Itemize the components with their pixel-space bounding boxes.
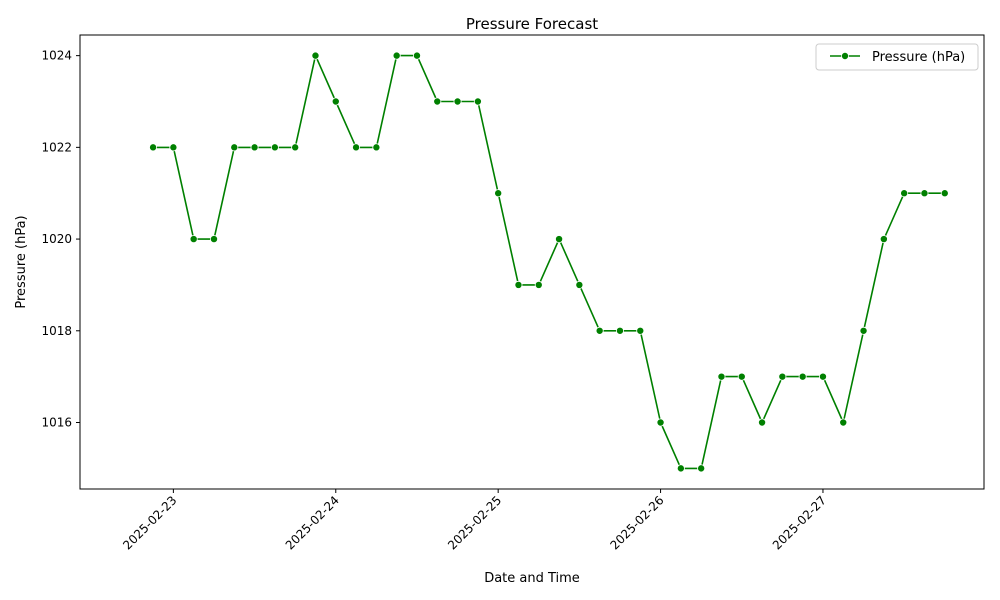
data-point (656, 418, 665, 427)
data-point (372, 143, 381, 152)
data-point (352, 143, 361, 152)
y-tick-label: 1020 (41, 232, 72, 246)
data-point (798, 372, 807, 381)
y-tick-label: 1024 (41, 49, 72, 63)
data-point (818, 372, 827, 381)
plot-frame (79, 34, 985, 490)
data-point (494, 189, 503, 198)
x-axis: 2025-02-23 2025-02-24 2025-02-25 2025-02-26… (120, 489, 829, 552)
data-point (839, 418, 848, 427)
data-point (697, 464, 706, 473)
data-point (149, 143, 158, 152)
data-point (920, 189, 929, 198)
data-point (636, 326, 645, 335)
chart-title: Pressure Forecast (466, 15, 598, 33)
x-tick-label: 2025-02-23 (120, 493, 179, 552)
data-point (453, 97, 462, 106)
data-point (940, 189, 949, 198)
data-point (189, 235, 198, 244)
y-tick-label: 1022 (41, 140, 72, 154)
series-layer (149, 51, 949, 473)
series-line (153, 54, 945, 470)
data-point (311, 51, 320, 60)
data-point (595, 326, 604, 335)
x-tick-label: 2025-02-25 (445, 493, 504, 552)
data-point (473, 97, 482, 106)
data-point (778, 372, 787, 381)
x-axis-label: Date and Time (484, 571, 580, 586)
data-point (737, 372, 746, 381)
data-point (758, 418, 767, 427)
legend-box (815, 43, 979, 71)
data-point (615, 326, 624, 335)
data-point (534, 280, 543, 289)
data-point (392, 51, 401, 60)
data-point (859, 326, 868, 335)
data-point (169, 143, 178, 152)
data-point (514, 280, 523, 289)
y-axis: 1016 1018 1020 1022 1024 (41, 49, 80, 430)
data-point (250, 143, 259, 152)
legend-marker-swatch (841, 52, 850, 61)
legend-label: Pressure (hPa) (872, 50, 965, 65)
y-tick-label: 1016 (41, 416, 72, 430)
data-point (717, 372, 726, 381)
x-tick-label: 2025-02-26 (607, 493, 666, 552)
data-point (433, 97, 442, 106)
data-point (879, 235, 888, 244)
data-point (575, 280, 584, 289)
data-point (900, 189, 909, 198)
data-point (230, 143, 239, 152)
y-axis-label: Pressure (hPa) (14, 215, 29, 308)
legend: Pressure (hPa) (815, 43, 979, 71)
data-point (291, 143, 300, 152)
data-point (331, 97, 340, 106)
data-point (270, 143, 279, 152)
data-point (209, 235, 218, 244)
data-point (555, 235, 564, 244)
y-tick-label: 1018 (41, 324, 72, 338)
x-tick-label: 2025-02-27 (770, 493, 829, 552)
data-point (676, 464, 685, 473)
x-tick-label: 2025-02-24 (283, 493, 342, 552)
data-point (412, 51, 421, 60)
